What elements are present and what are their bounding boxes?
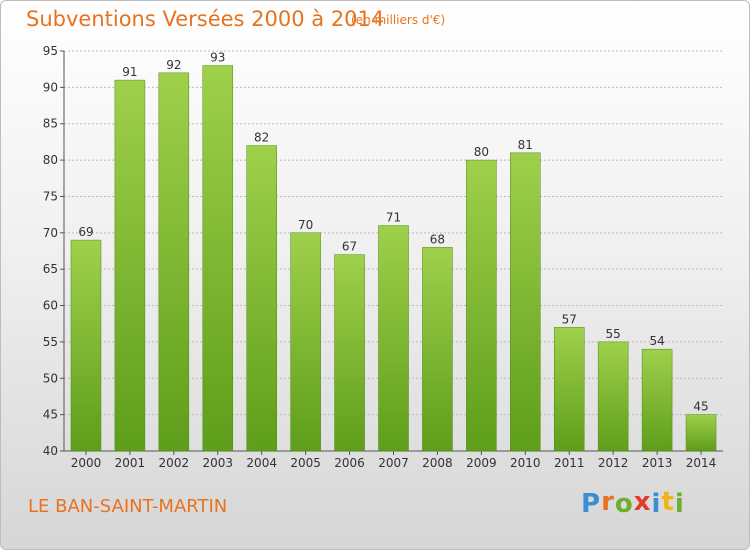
bar-2002 [158,72,190,452]
y-tick-label: 80 [43,153,58,167]
y-tick-label: 40 [43,444,58,458]
chart-title: Subventions Versées 2000 à 2014 [26,7,385,31]
x-tick-label-2010: 2010 [510,456,541,470]
value-label-2002: 92 [166,58,181,72]
y-axis-ticks: 40 45 50 55 60 65 70 75 80 85 90 95 [43,44,64,458]
y-tick-label: 75 [43,189,58,203]
x-tick-label-2002: 2002 [159,456,190,470]
unit-label: (en milliers d'€) [351,13,446,27]
x-axis-ticks: 2000 2001 2002 2003 2004 2005 2006 2007 2008 2009… [71,451,717,470]
value-label-2005: 70 [298,218,313,232]
value-label-2008: 68 [430,232,445,246]
y-tick-label: 45 [43,408,58,422]
value-label-2012: 55 [606,327,621,341]
value-label-2011: 57 [562,312,577,326]
value-label-2006: 67 [342,240,357,254]
bar-2013 [641,348,673,452]
proxiti-logo: Proxiti [581,487,685,519]
x-tick-label-2013: 2013 [642,456,673,470]
x-tick-label-2011: 2011 [554,456,585,470]
bar-2007 [378,225,409,452]
logo-letter: r [601,487,615,517]
y-tick-label: 90 [43,80,58,94]
y-tick-label: 85 [43,117,58,131]
bar-2001 [114,79,146,452]
y-tick-label: 50 [43,371,58,385]
bar-2014 [685,414,717,452]
bar-2009 [466,159,497,452]
bar-2010 [510,152,541,452]
logo-letter: P [581,489,602,519]
x-tick-label-2008: 2008 [422,456,453,470]
value-label-2007: 71 [386,211,401,225]
bar-2004 [246,145,277,452]
value-label-2014: 45 [693,400,708,414]
y-tick-label: 95 [43,44,58,58]
value-label-2003: 93 [210,51,225,65]
value-label-2004: 82 [254,131,269,145]
bar-2006 [334,254,365,452]
logo-letter: i [674,489,685,519]
x-tick-label-2014: 2014 [686,456,717,470]
bar-2003 [202,65,234,452]
x-tick-label-2001: 2001 [115,456,146,470]
commune-name: LE BAN-SAINT-MARTIN [28,496,228,517]
x-tick-label-2006: 2006 [334,456,365,470]
x-tick-label-2009: 2009 [466,456,497,470]
x-tick-label-2004: 2004 [246,456,277,470]
logo-letter: x [633,487,652,517]
value-label-2010: 81 [518,138,533,152]
bar-2008 [422,247,453,452]
value-label-2013: 54 [649,334,664,348]
value-label-2000: 69 [78,225,93,239]
bars: 69 91 92 93 82 70 67 71 68 80 81 57 55 54 45 [70,51,717,452]
bar-2012 [597,341,629,452]
bar-2000 [70,239,102,452]
y-tick-label: 55 [43,335,58,349]
logo-letter: t [661,487,675,517]
x-tick-label-2000: 2000 [71,456,102,470]
x-tick-label-2003: 2003 [202,456,233,470]
value-label-2001: 91 [122,65,137,79]
x-tick-label-2007: 2007 [378,456,409,470]
y-tick-label: 65 [43,262,58,276]
y-tick-label: 60 [43,299,58,313]
bar-2005 [290,232,321,452]
y-tick-label: 70 [43,226,58,240]
logo-letter: o [614,489,634,519]
value-label-2009: 80 [474,145,489,159]
logo-letter: i [651,489,662,519]
x-tick-label-2012: 2012 [598,456,629,470]
x-tick-label-2005: 2005 [290,456,321,470]
bar-2011 [553,327,585,452]
